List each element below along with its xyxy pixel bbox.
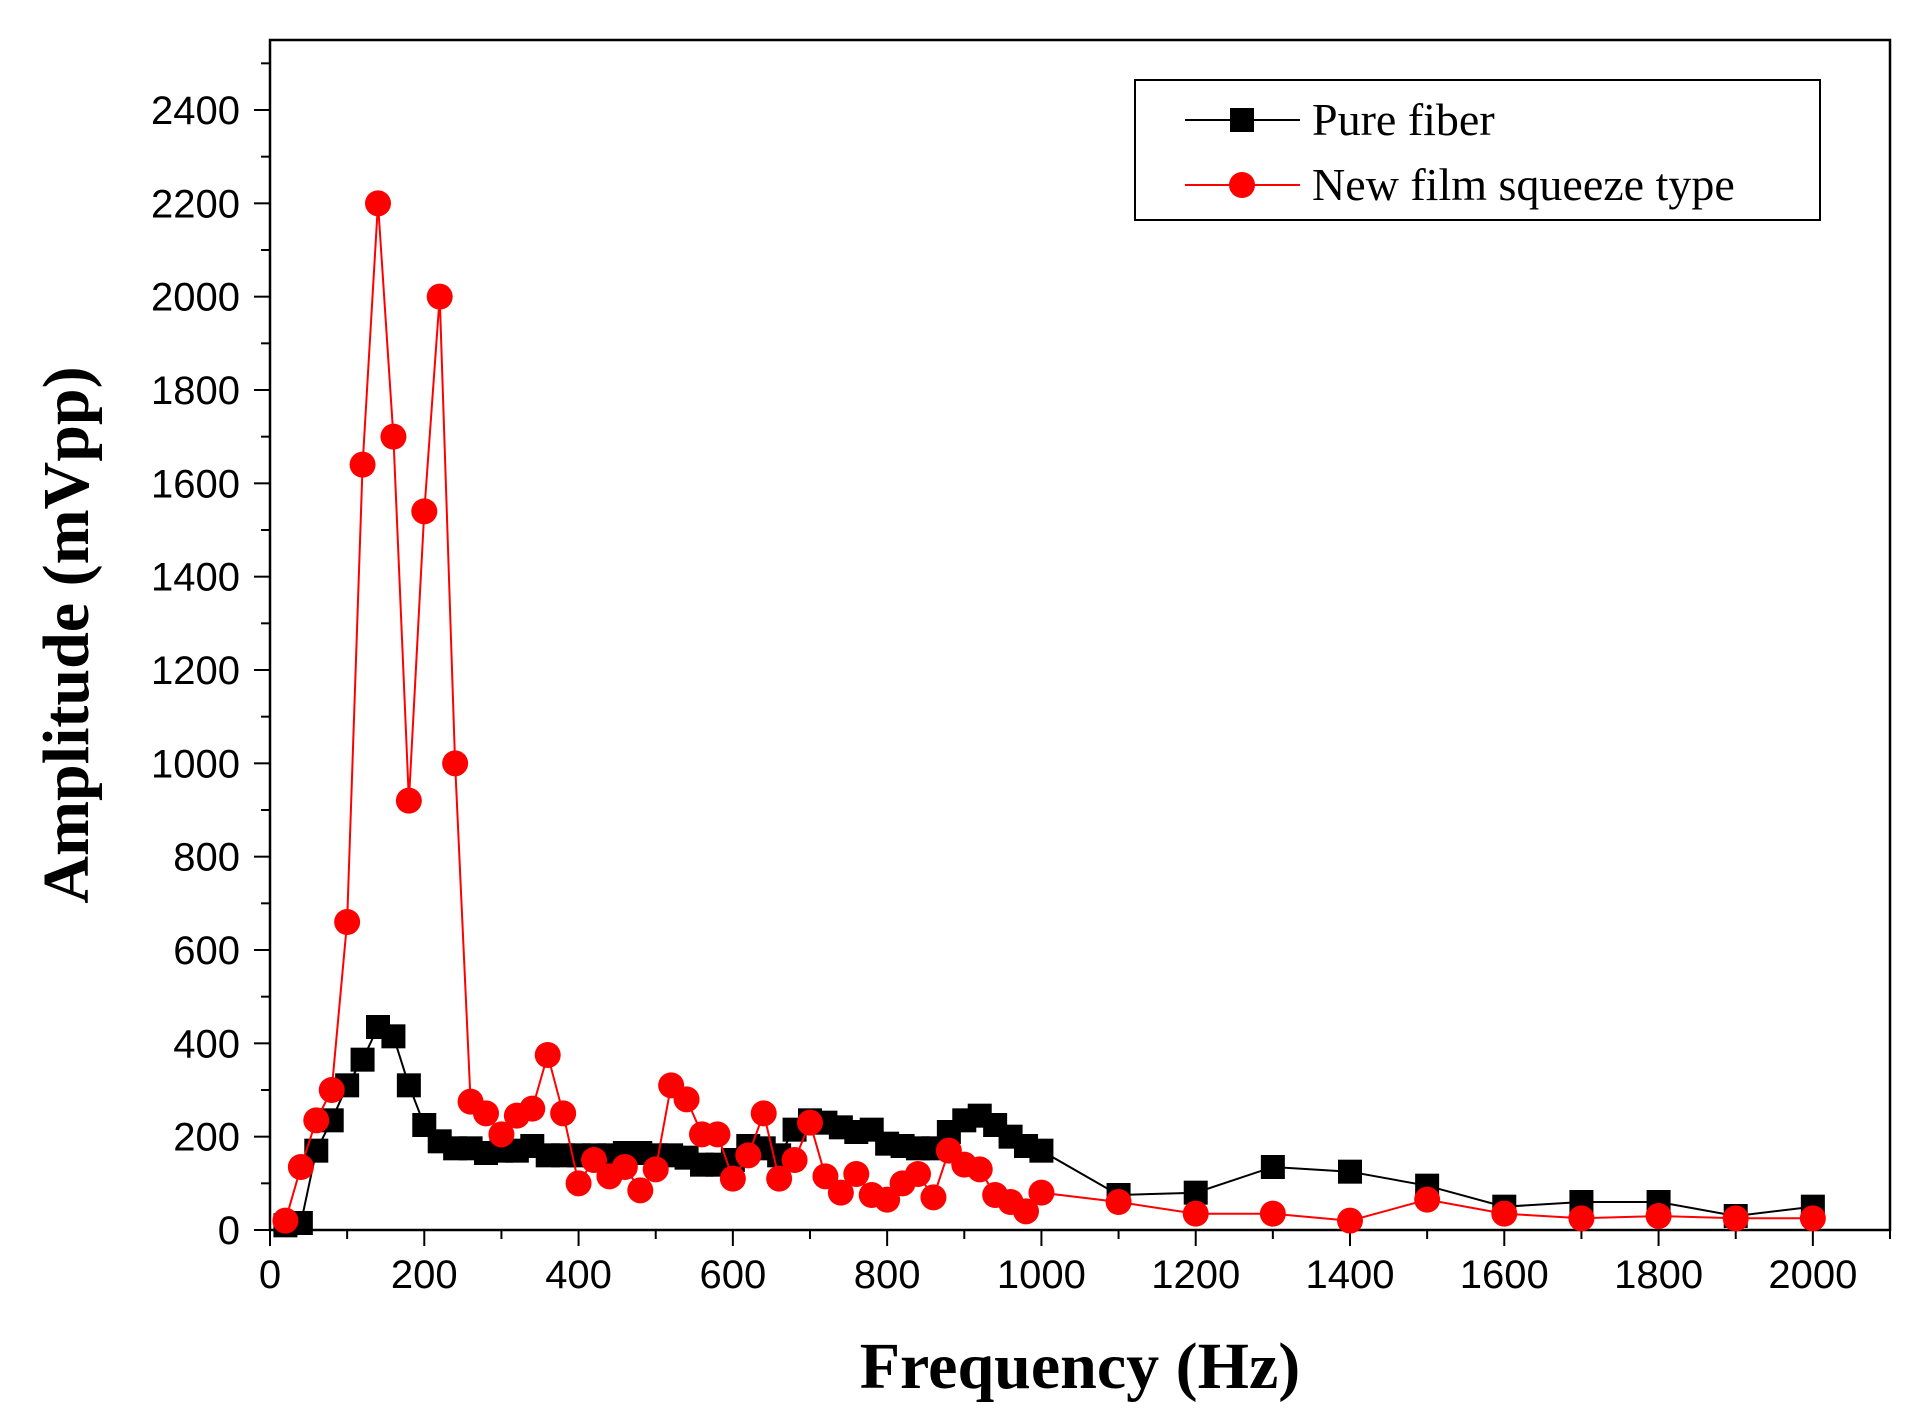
data-point — [1029, 1138, 1054, 1163]
data-point — [395, 787, 422, 814]
data-point — [1338, 1159, 1362, 1184]
x-tick-label: 600 — [699, 1253, 766, 1297]
x-tick-label: 200 — [391, 1253, 458, 1297]
y-tick-label: 1400 — [151, 556, 240, 600]
data-point — [627, 1177, 654, 1204]
data-point — [1105, 1189, 1132, 1215]
data-point — [642, 1156, 669, 1183]
data-point — [966, 1156, 993, 1183]
y-tick-label: 400 — [173, 1022, 240, 1066]
x-tick-label: 1800 — [1614, 1253, 1703, 1297]
data-point — [550, 1100, 577, 1127]
data-point — [750, 1100, 777, 1127]
data-point — [1337, 1207, 1363, 1234]
legend-marker-pure-fiber — [1230, 108, 1254, 132]
x-tick-label: 0 — [259, 1253, 281, 1297]
data-point — [473, 1100, 499, 1127]
x-tick-label: 1000 — [997, 1253, 1086, 1297]
y-axis-title: Amplitude (mVpp) — [30, 366, 103, 903]
data-point — [442, 750, 469, 777]
data-point — [349, 451, 376, 478]
plot-area — [268, 38, 1892, 1232]
y-tick-label: 800 — [173, 836, 240, 880]
data-point — [735, 1142, 762, 1169]
data-point — [1414, 1186, 1441, 1213]
data-point — [581, 1147, 607, 1173]
data-point — [380, 423, 407, 450]
data-point — [565, 1170, 592, 1197]
y-tick-label: 600 — [173, 929, 240, 973]
data-point — [411, 498, 438, 525]
x-tick-label: 400 — [545, 1253, 612, 1297]
data-point — [287, 1154, 314, 1180]
data-point — [812, 1163, 839, 1190]
data-point — [797, 1109, 823, 1136]
x-axis-title: Frequency (Hz) — [860, 1330, 1301, 1403]
y-tick-label: 1000 — [151, 742, 240, 786]
data-point — [488, 1121, 515, 1148]
legend-label-new-film: New film squeeze type — [1312, 159, 1735, 210]
data-point — [303, 1107, 330, 1134]
x-tick-label: 1600 — [1460, 1253, 1549, 1297]
x-axis: 0 200 400 600 800 1000 1200 1400 1600 1800 2000 — [259, 1230, 1891, 1297]
data-point — [1013, 1198, 1039, 1225]
data-point — [920, 1184, 947, 1211]
y-tick-label: 1800 — [151, 369, 240, 413]
data-point — [318, 1077, 345, 1103]
data-point — [365, 190, 391, 217]
data-point — [396, 1073, 421, 1098]
data-point — [874, 1186, 901, 1213]
data-point — [781, 1147, 808, 1173]
y-axis: 0 200 400 600 800 1000 1200 1400 1600 1800 2000 220… — [151, 62, 270, 1253]
series-layer — [272, 190, 1826, 1238]
x-tick-label: 2000 — [1768, 1253, 1857, 1297]
x-tick-label: 1400 — [1306, 1253, 1395, 1297]
data-point — [1722, 1205, 1749, 1232]
data-point — [704, 1121, 731, 1148]
y-tick-label: 1200 — [151, 649, 240, 693]
y-tick-label: 2400 — [151, 89, 240, 133]
y-tick-label: 2000 — [151, 276, 240, 320]
data-point — [673, 1086, 700, 1113]
data-point — [1259, 1200, 1286, 1227]
data-point — [905, 1161, 931, 1187]
x-tick-label: 1200 — [1151, 1253, 1240, 1297]
data-point — [843, 1161, 870, 1187]
legend: Pure fiber New film squeeze type — [1134, 79, 1821, 221]
legend-label-pure-fiber: Pure fiber — [1312, 94, 1495, 145]
data-point — [827, 1179, 854, 1206]
data-point — [381, 1024, 406, 1049]
series-new-film-squeeze-type — [272, 190, 1826, 1234]
data-point — [1491, 1200, 1518, 1227]
data-point — [1182, 1200, 1209, 1227]
data-point — [719, 1165, 746, 1192]
data-point — [534, 1042, 561, 1068]
data-point — [1028, 1179, 1055, 1206]
data-point — [1568, 1205, 1595, 1232]
data-point — [1799, 1205, 1826, 1232]
legend-marker-new-film — [1229, 172, 1255, 198]
legend-box — [1134, 79, 1821, 221]
data-point — [1260, 1155, 1285, 1179]
y-tick-label: 1600 — [151, 462, 240, 506]
data-point — [426, 283, 453, 310]
data-point — [611, 1154, 638, 1180]
y-tick-label: 0 — [218, 1209, 240, 1253]
data-point — [334, 909, 361, 935]
data-point — [350, 1047, 375, 1072]
y-tick-label: 2200 — [151, 182, 240, 226]
data-point — [766, 1165, 793, 1192]
data-point — [1645, 1203, 1672, 1229]
data-point — [519, 1095, 546, 1122]
data-point — [272, 1207, 299, 1234]
y-tick-label: 200 — [173, 1116, 240, 1160]
x-tick-label: 800 — [854, 1253, 921, 1297]
